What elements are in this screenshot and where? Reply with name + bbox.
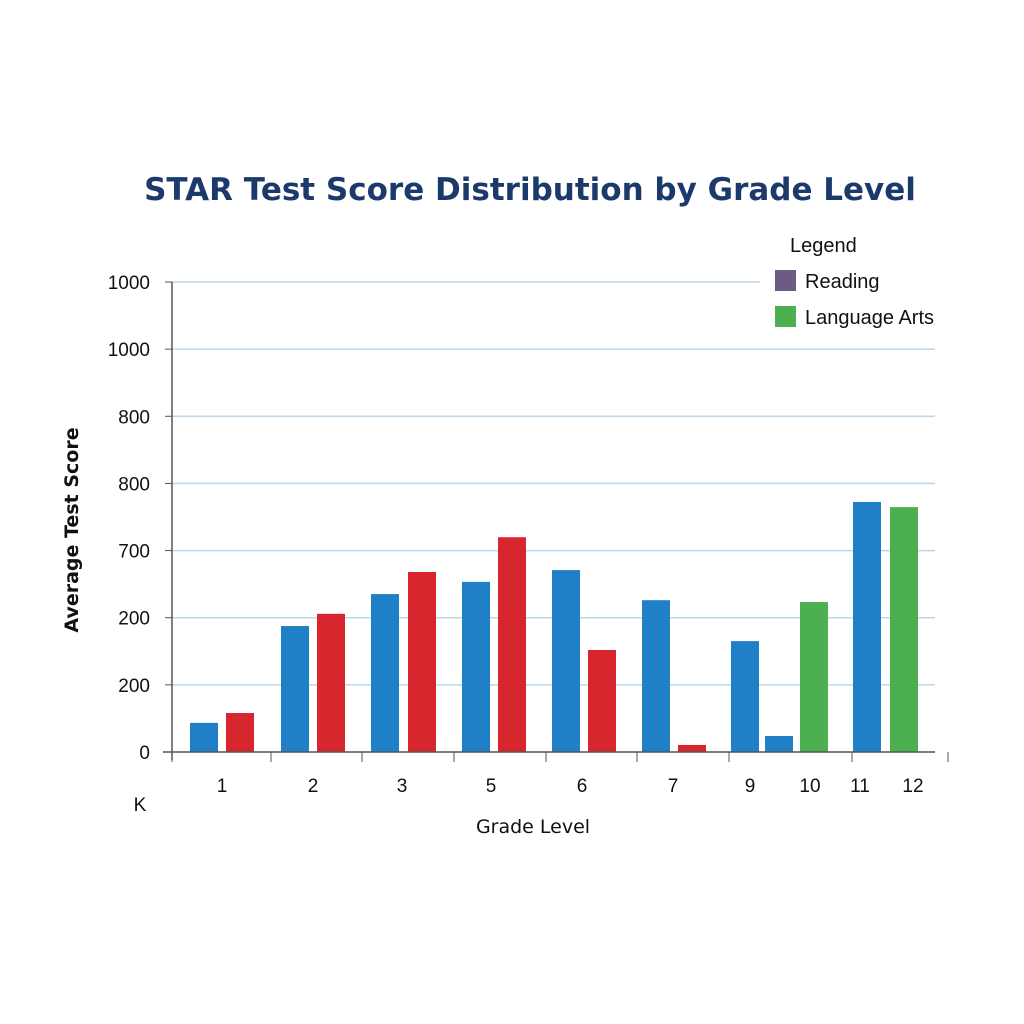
x-tick-label: 10 <box>799 776 820 797</box>
bar-grade-1-blue <box>190 722 218 752</box>
bar-grade-2-red <box>317 613 345 752</box>
gridlines <box>172 281 935 686</box>
bar-grade-2-blue <box>281 626 309 752</box>
bar-grade-11-blue <box>853 501 881 752</box>
bars <box>190 501 918 752</box>
bar-grade-3-red <box>408 571 436 752</box>
x-tick-label: 5 <box>486 776 497 797</box>
chart-title: STAR Test Score Distribution by Grade Le… <box>144 172 916 208</box>
bar-grade-6-red <box>588 650 616 752</box>
legend-swatch-reading <box>775 270 796 291</box>
y-tick-label: 700 <box>118 542 150 563</box>
legend-title: Legend <box>790 235 857 257</box>
y-tick-label: 800 <box>118 407 150 428</box>
bar-grade-9-blue <box>765 736 793 752</box>
y-tick-label: 1000 <box>108 273 150 294</box>
legend-swatch-language-arts <box>775 306 796 327</box>
x-tick-label: 7 <box>668 776 679 797</box>
x-tick-label: 1 <box>217 776 228 797</box>
legend-label-language-arts: Language Arts <box>805 307 934 329</box>
x-tick-label: 6 <box>577 776 588 797</box>
bar-grade-3-blue <box>371 594 399 752</box>
y-tick-label: 800 <box>118 474 150 495</box>
bar-grade-7-red <box>678 744 706 752</box>
legend-label-reading: Reading <box>805 271 880 293</box>
x-tick-label: 11 <box>850 776 870 797</box>
x-tick-label: 3 <box>397 776 408 797</box>
x-tick-label: 9 <box>745 776 756 797</box>
y-tick-label: 200 <box>118 609 150 630</box>
y-tick-label: 0 <box>139 743 150 764</box>
x-tick-label: 12 <box>902 776 923 797</box>
bar-grade-9-blue <box>731 641 759 752</box>
bar-grade-7-blue <box>642 600 670 752</box>
bar-grade-5-red <box>498 537 526 752</box>
x-extra-label: K <box>134 795 147 816</box>
bar-grade-1-red <box>226 712 254 752</box>
bar-grade-5-blue <box>462 581 490 752</box>
y-tick-label: 1000 <box>108 340 150 361</box>
bar-grade-12-green <box>890 507 918 752</box>
bar-grade-6-blue <box>552 570 580 752</box>
bar-grade-10-green <box>800 602 828 752</box>
x-tick-label: 2 <box>308 776 319 797</box>
y-axis-label: Average Test Score <box>61 427 83 632</box>
y-tick-label: 200 <box>118 676 150 697</box>
x-axis-ticks: 1 2 3 5 6 7 9 10 11 12 <box>171 752 949 797</box>
legend: Legend Reading Language Arts <box>775 235 934 329</box>
x-axis-label: Grade Level <box>476 816 590 838</box>
y-axis-ticks: 0 200 200 700 800 800 1000 1000 <box>108 273 172 764</box>
